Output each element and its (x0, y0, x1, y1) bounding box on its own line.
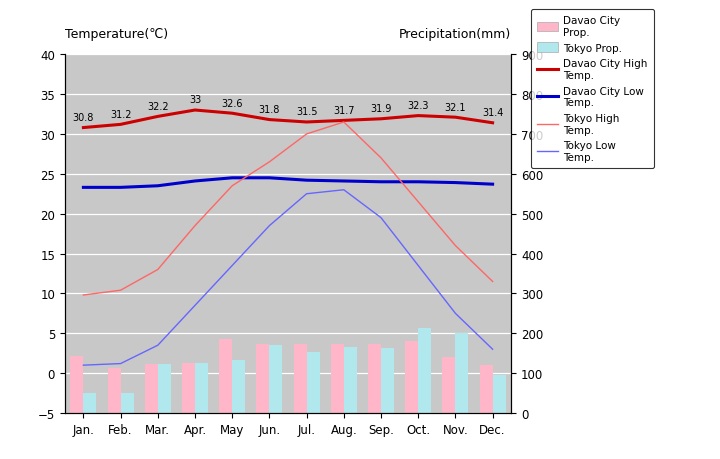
Bar (121, 393, 134, 413)
Bar (307, 352, 320, 413)
Text: 31.2: 31.2 (110, 110, 131, 119)
Text: 32.1: 32.1 (445, 102, 466, 112)
Bar (405, 341, 418, 413)
Text: 31.4: 31.4 (482, 108, 503, 118)
Bar (381, 348, 394, 413)
Bar (330, 344, 344, 413)
Text: 32.3: 32.3 (408, 101, 429, 111)
Text: 33: 33 (189, 95, 201, 105)
Bar (182, 363, 195, 413)
Text: 31.5: 31.5 (296, 107, 318, 117)
Bar (195, 363, 208, 413)
Text: 31.9: 31.9 (370, 104, 392, 114)
Text: 31.7: 31.7 (333, 106, 354, 116)
Text: Precipitation(mm): Precipitation(mm) (399, 28, 511, 41)
Bar (480, 365, 492, 413)
Bar (442, 358, 455, 413)
Bar (294, 345, 307, 413)
Bar (145, 364, 158, 413)
Bar (84, 393, 96, 413)
Bar (344, 347, 357, 413)
Bar (232, 360, 246, 413)
Text: Temperature(℃): Temperature(℃) (65, 28, 168, 41)
Bar (219, 339, 232, 413)
Bar (368, 345, 381, 413)
Legend: Davao City
Prop., Tokyo Prop., Davao City High
Temp., Davao City Low
Temp., Toky: Davao City Prop., Tokyo Prop., Davao Cit… (531, 10, 654, 169)
Bar (418, 328, 431, 413)
Bar (256, 345, 269, 413)
Text: 30.8: 30.8 (73, 113, 94, 123)
Bar (492, 375, 505, 413)
Text: 31.8: 31.8 (258, 105, 280, 115)
Bar (455, 334, 469, 413)
Bar (71, 356, 84, 413)
Bar (158, 364, 171, 413)
Bar (269, 346, 282, 413)
Text: 32.2: 32.2 (147, 101, 168, 112)
Bar (107, 368, 120, 413)
Text: 32.6: 32.6 (222, 98, 243, 108)
